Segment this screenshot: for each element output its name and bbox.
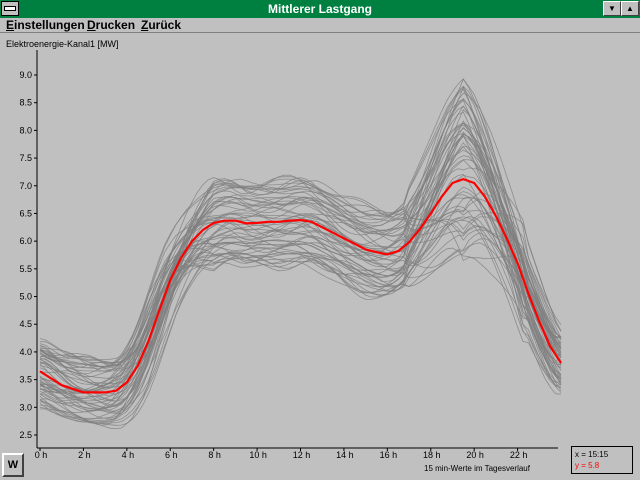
sample-curve: [39, 177, 562, 409]
y-tick-label: 3.0: [19, 402, 32, 412]
sample-curve: [39, 142, 562, 395]
window-title: Mittlerer Lastgang: [267, 2, 372, 16]
sample-curve: [39, 99, 562, 393]
x-tick-label: 20 h: [466, 450, 484, 460]
sample-curve: [39, 86, 562, 398]
y-tick-label: 8.5: [19, 98, 32, 108]
mean-curve-group: [39, 178, 562, 394]
x-tick-label: 10 h: [249, 450, 267, 460]
title-bar: Mittlerer Lastgang ▼ ▲: [0, 0, 640, 18]
sample-curve: [39, 125, 562, 410]
x-tick-label: 6 h: [165, 450, 178, 460]
menu-zurueck[interactable]: Zurück: [141, 18, 182, 32]
mean-curve: [39, 178, 562, 394]
sample-curve: [40, 202, 562, 363]
sample-curve: [39, 122, 562, 394]
sample-curve: [39, 78, 562, 368]
sample-curve: [39, 146, 562, 411]
y-tick-label: 6.5: [19, 208, 32, 218]
sample-curve: [39, 174, 562, 402]
sample-curve: [39, 127, 562, 375]
y-tick-label: 9.0: [19, 70, 32, 80]
x-tick-label: 2 h: [78, 450, 91, 460]
menu-einstellungen[interactable]: Einstellungen: [6, 18, 85, 32]
y-tick-label: 4.0: [19, 347, 32, 357]
x-tick-label: 4 h: [122, 450, 135, 460]
sample-curve: [39, 149, 562, 369]
sample-curve: [39, 155, 562, 364]
system-menu-icon[interactable]: [1, 1, 19, 16]
readout-y: y = 5.8: [575, 461, 600, 470]
sample-curve: [39, 120, 562, 386]
y-tick-label: 5.5: [19, 264, 32, 274]
sample-curve: [39, 109, 562, 419]
maximize-button[interactable]: ▲: [621, 1, 639, 16]
x-axis-caption: 15 min-Werte im Tagesverlauf: [424, 464, 530, 473]
y-tick-label: 3.5: [19, 375, 32, 385]
y-tick-label: 6.0: [19, 236, 32, 246]
menu-drucken[interactable]: Drucken: [87, 18, 136, 32]
sample-curve: [39, 219, 562, 408]
chart-title: Elektroenergie-Kanal1 [MW]: [6, 39, 119, 49]
sample-curve: [39, 174, 562, 392]
y-tick-label: 4.5: [19, 319, 32, 329]
x-tick-label: 16 h: [380, 450, 398, 460]
readout-x: x = 15:15: [575, 450, 609, 459]
x-tick-label: 0 h: [35, 450, 48, 460]
sample-curve: [39, 86, 562, 402]
sample-curve: [39, 167, 562, 421]
cursor-readout: x = 15:15 y = 5.8: [571, 446, 633, 474]
sample-curve: [39, 247, 562, 393]
sample-curve: [39, 134, 562, 402]
w-button[interactable]: W: [2, 453, 24, 477]
sample-curve: [39, 205, 562, 388]
sample-curve: [39, 98, 562, 368]
y-tick-label: 7.5: [19, 153, 32, 163]
x-tick-label: 12 h: [293, 450, 311, 460]
x-tick-label: 18 h: [423, 450, 441, 460]
y-tick-label: 7.0: [19, 181, 32, 191]
x-tick-label: 22 h: [510, 450, 528, 460]
y-tick-label: 2.5: [19, 430, 32, 440]
x-tick-label: 8 h: [208, 450, 221, 460]
minimize-button[interactable]: ▼: [603, 1, 621, 16]
sample-curve: [39, 88, 562, 385]
sample-curve: [40, 242, 562, 424]
sample-curve: [39, 194, 562, 379]
x-tick-label: 14 h: [336, 450, 354, 460]
y-tick-label: 5.0: [19, 292, 32, 302]
sample-curve: [39, 186, 562, 385]
sample-curve: [39, 131, 562, 384]
y-tick-label: 8.0: [19, 125, 32, 135]
sample-curves: [39, 78, 562, 430]
axes: 2.5 3.0 3.5 4.0 4.5 5.0 5.5 6.0 6.5 7.0 7.5 8.0 8.5 9…: [19, 50, 558, 460]
menu-bar: Einstellungen Drucken Zurück: [0, 18, 640, 33]
